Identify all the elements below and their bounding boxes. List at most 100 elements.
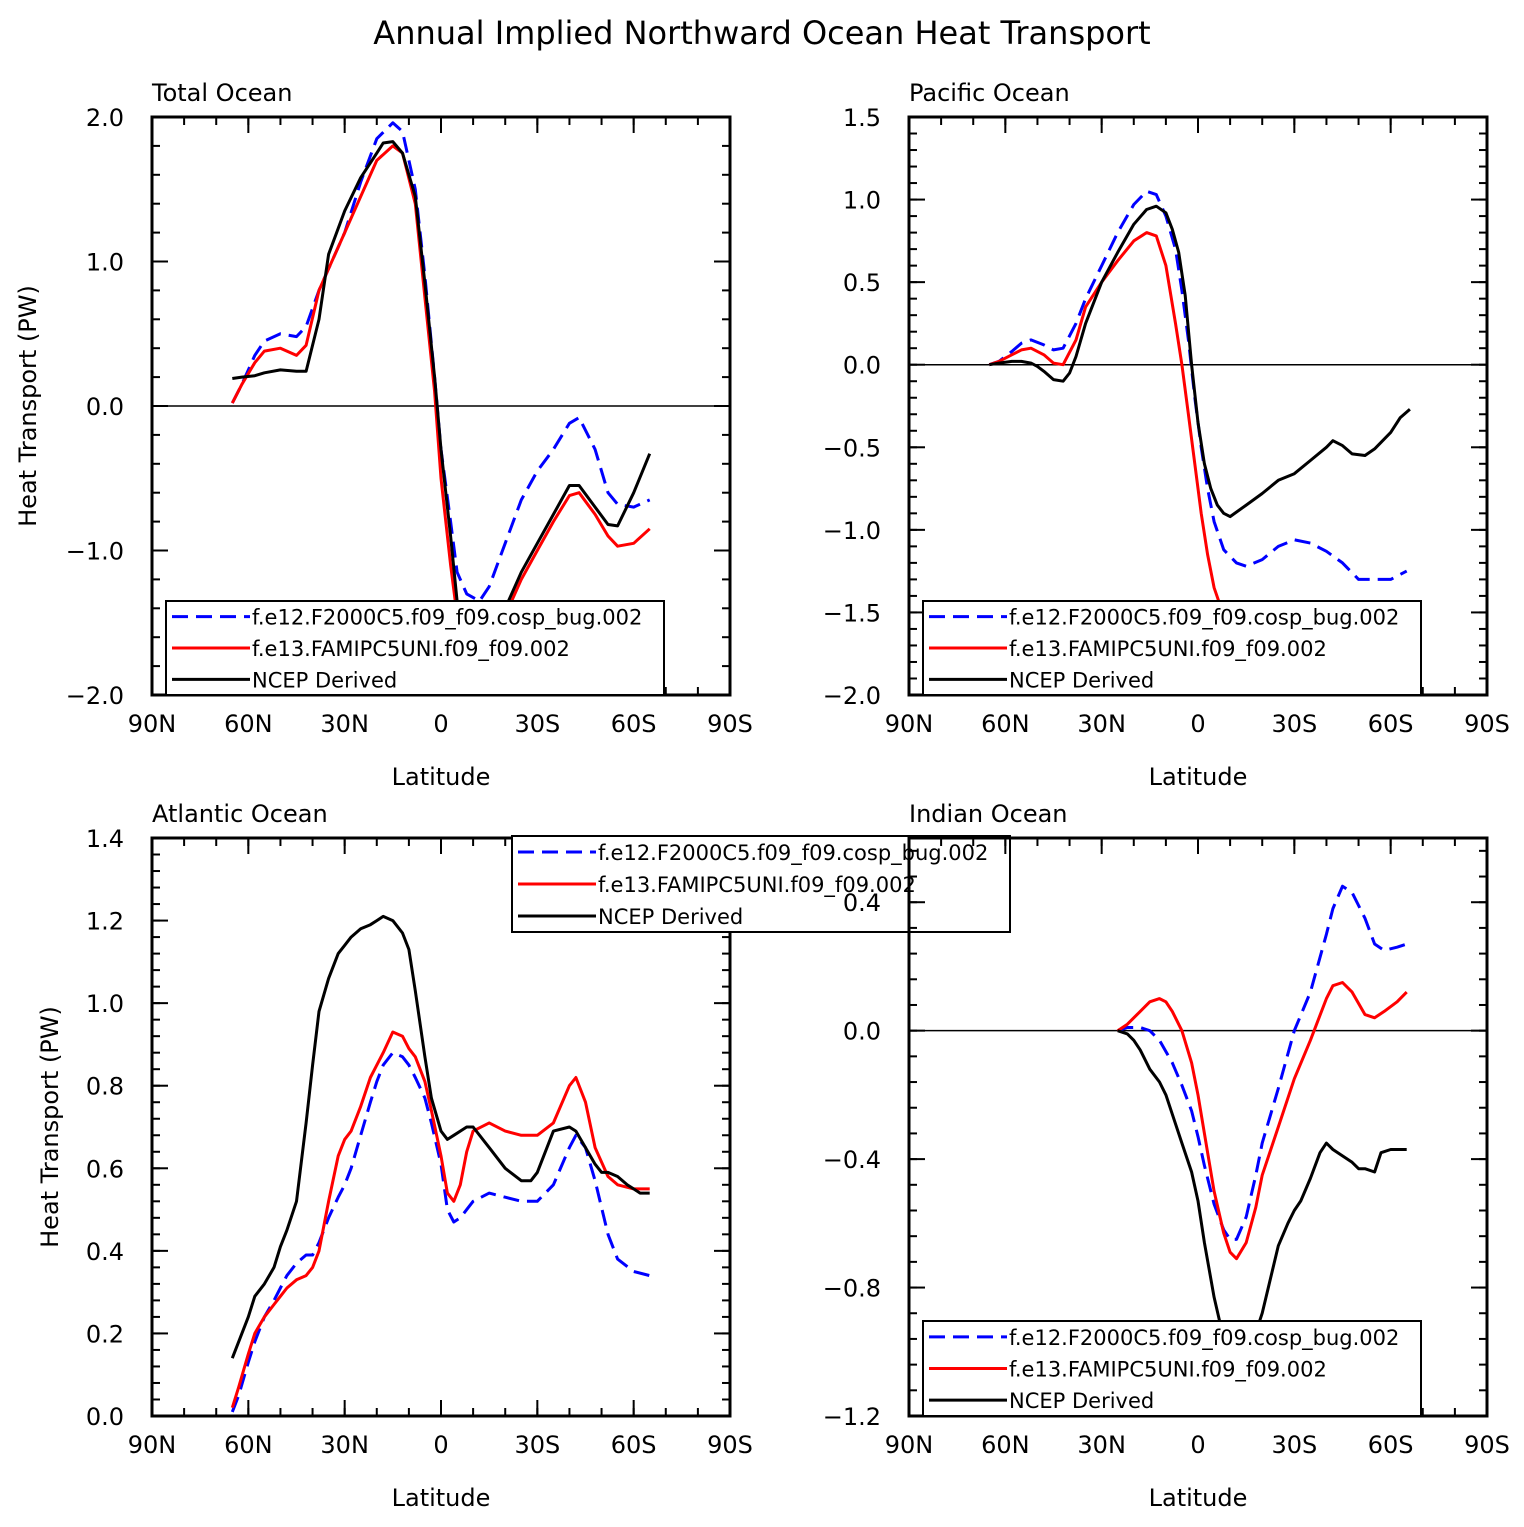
series-line-f.e12 (230, 1051, 651, 1413)
x-tick-label: 90N (128, 710, 177, 738)
x-tick-label: 90S (1464, 710, 1510, 738)
legend-label-NCEP: NCEP Derived (1009, 668, 1154, 692)
x-tick-label: 60S (1368, 1431, 1414, 1459)
y-tick-label: 0.0 (86, 1403, 124, 1431)
y-tick-label: 0.6 (86, 1155, 124, 1183)
x-tick-label: 60S (1368, 710, 1414, 738)
series-group (230, 914, 651, 1413)
y-tick-label: 0.5 (843, 269, 881, 297)
x-tick-label: 60N (224, 710, 273, 738)
series-group (988, 189, 1411, 641)
series-line-f.e13 (230, 1030, 650, 1409)
legend: f.e12.F2000C5.f09_f09.cosp_bug.002 f.e13.… (511, 835, 1011, 933)
series-group (1116, 884, 1408, 1373)
x-tick-label: 0 (433, 710, 448, 738)
x-tick-label: 0 (1190, 1431, 1205, 1459)
plot-frame (150, 836, 732, 1418)
series-line-f.e12 (988, 189, 1408, 581)
legend-label-f.e12: f.e12.F2000C5.f09_f09.cosp_bug.002 (598, 841, 988, 866)
y-tick-label: 1.5 (843, 104, 881, 132)
x-tick-label: 90N (885, 1431, 934, 1459)
x-tick-label: 90N (128, 1431, 177, 1459)
y-tick-label: −2.0 (823, 682, 881, 710)
y-tick-label: −0.4 (823, 1146, 881, 1174)
x-tick-label: 30S (1271, 1431, 1317, 1459)
y-axis-label: Heat Transport (PW) (36, 1006, 64, 1248)
legend: f.e12.F2000C5.f09_f09.cosp_bug.002 f.e13.… (922, 600, 1422, 696)
legend-label-f.e13: f.e13.FAMIPC5UNI.f09_f09.002 (1009, 1358, 1327, 1383)
x-axis-label: Latitude (392, 1484, 491, 1512)
x-tick-label: 30S (514, 1431, 560, 1459)
x-tick-label: 90N (885, 710, 934, 738)
y-tick-label: 0.8 (86, 1073, 124, 1101)
legend-label-f.e12: f.e12.F2000C5.f09_f09.cosp_bug.002 (1009, 1326, 1399, 1351)
panel-title: Total Ocean (151, 79, 292, 107)
x-tick-label: 30S (514, 710, 560, 738)
legend: f.e12.F2000C5.f09_f09.cosp_bug.002 f.e13.… (922, 1320, 1422, 1417)
series-line-NCEP (232, 140, 652, 651)
y-tick-label: 2.0 (86, 104, 124, 132)
y-tick-label: 0.2 (86, 1320, 124, 1348)
series-line-f.e12 (230, 121, 651, 603)
y-tick-label: −0.8 (823, 1275, 881, 1303)
panel-4: Indian Ocean 90N 60N 30N 0 30S 60S 90S −1.2 −0.8 −… (823, 800, 1510, 1512)
y-tick-label: 1.0 (86, 990, 124, 1018)
y-tick-label: 0.4 (843, 889, 881, 917)
panel-1: Total Ocean 90N 60N 30N 0 30S 60S 90S −2.0 −1.0 0.… (14, 79, 753, 791)
legend-label-NCEP: NCEP Derived (252, 668, 397, 692)
y-tick-label: 0.0 (843, 352, 881, 380)
x-tick-label: 0 (433, 1431, 448, 1459)
series-line-NCEP (989, 204, 1411, 519)
x-tick-label: 30N (320, 1431, 369, 1459)
x-tick-label: 30S (1271, 710, 1317, 738)
panel-title: Indian Ocean (909, 800, 1068, 828)
legend-label-f.e13: f.e13.FAMIPC5UNI.f09_f09.002 (598, 873, 916, 898)
y-tick-label: −1.5 (823, 599, 881, 627)
series-group (230, 121, 652, 651)
y-tick-label: 1.0 (843, 187, 881, 215)
x-tick-label: 60S (611, 710, 657, 738)
legend-label-f.e12: f.e12.F2000C5.f09_f09.cosp_bug.002 (252, 606, 642, 631)
series-line-NCEP (1117, 1029, 1407, 1373)
y-tick-label: −1.2 (823, 1403, 881, 1431)
legend-label-NCEP: NCEP Derived (1009, 1389, 1154, 1413)
x-tick-label: 30N (320, 710, 369, 738)
legend-label-NCEP: NCEP Derived (598, 905, 743, 929)
y-tick-label: 0.4 (86, 1238, 124, 1266)
y-tick-label: −0.5 (823, 434, 881, 462)
x-axis-label: Latitude (1149, 763, 1248, 791)
x-tick-label: 90S (707, 710, 753, 738)
y-tick-label: 0.0 (86, 393, 124, 421)
x-tick-label: 30N (1077, 1431, 1126, 1459)
y-tick-label: 1.0 (86, 249, 124, 277)
y-tick-label: −1.0 (823, 517, 881, 545)
y-tick-label: 1.2 (86, 908, 124, 936)
x-axis-label: Latitude (392, 763, 491, 791)
panel-title: Pacific Ocean (909, 79, 1070, 107)
x-tick-label: 90S (707, 1431, 753, 1459)
y-tick-label: −2.0 (66, 682, 124, 710)
y-tick-label: −1.0 (66, 538, 124, 566)
series-line-f.e13 (1116, 981, 1408, 1261)
y-axis-label: Heat Transport (PW) (14, 285, 42, 527)
legend: f.e12.F2000C5.f09_f09.cosp_bug.002 f.e13.… (165, 600, 665, 696)
panels: Total Ocean 90N 60N 30N 0 30S 60S 90S −2.0 −1.0 0.… (14, 79, 1510, 1512)
panel-title: Atlantic Ocean (152, 800, 328, 828)
legend-label-f.e13: f.e13.FAMIPC5UNI.f09_f09.002 (252, 637, 570, 662)
y-tick-label: 0.0 (843, 1018, 881, 1046)
x-tick-label: 60N (224, 1431, 273, 1459)
x-tick-label: 90S (1464, 1431, 1510, 1459)
series-line-f.e13 (988, 231, 1408, 641)
series-line-f.e13 (230, 144, 651, 646)
x-axis-label: Latitude (1149, 1484, 1248, 1512)
x-tick-label: 30N (1077, 710, 1126, 738)
x-tick-label: 0 (1190, 710, 1205, 738)
legend-label-f.e12: f.e12.F2000C5.f09_f09.cosp_bug.002 (1009, 606, 1399, 631)
panel-2: Pacific Ocean 90N 60N 30N 0 30S 60S 90S −2.0 −1.5… (823, 79, 1510, 791)
legend-label-f.e13: f.e13.FAMIPC5UNI.f09_f09.002 (1009, 637, 1327, 662)
series-line-NCEP (230, 914, 650, 1359)
figure-title: Annual Implied Northward Ocean Heat Tran… (373, 14, 1150, 52)
series-line-f.e12 (1117, 884, 1408, 1241)
x-tick-label: 60N (981, 710, 1030, 738)
